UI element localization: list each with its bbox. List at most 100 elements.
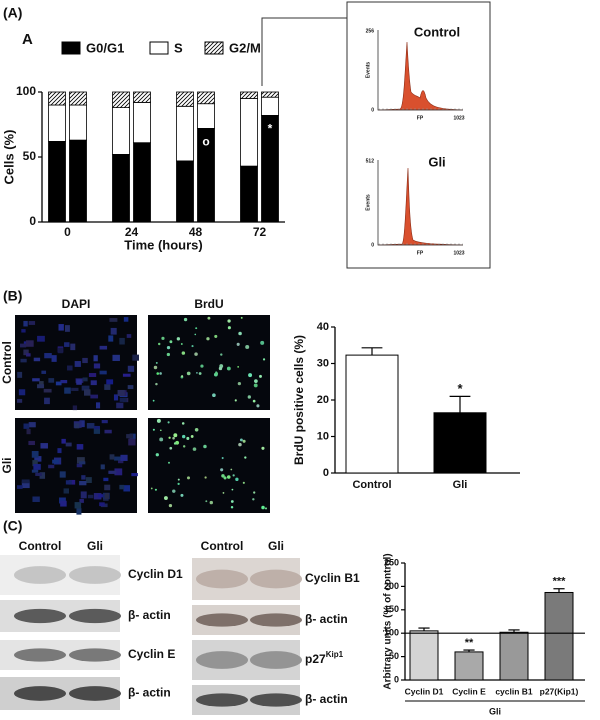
y-axis-label: Cells (%) <box>1 130 16 185</box>
nucleus <box>116 402 124 409</box>
nucleus <box>67 365 73 371</box>
brdu-spot <box>256 404 260 408</box>
y-tick-label: 100 <box>16 84 36 98</box>
nucleus <box>65 442 72 447</box>
nucleus <box>95 402 101 409</box>
brdu-spot <box>166 352 171 357</box>
blot-label-sup: Kip1 <box>326 650 344 659</box>
inset-xmax: 1023 <box>453 250 464 256</box>
inset-title: Control <box>414 24 460 39</box>
brdu-spot <box>222 492 225 494</box>
nucleus <box>104 429 112 434</box>
panel-label: (B) <box>3 288 22 304</box>
blot-band <box>196 651 248 669</box>
x-tick-label: 0 <box>64 225 71 239</box>
bar <box>544 591 574 681</box>
blot-column-label: Gli <box>87 539 103 553</box>
nucleus <box>114 456 122 461</box>
nucleus <box>76 444 84 450</box>
blot-band <box>196 693 248 707</box>
nucleus <box>100 464 105 470</box>
inset-xmax: 1023 <box>453 115 464 121</box>
brdu-spot <box>220 468 224 472</box>
brdu-spot <box>221 474 225 478</box>
brdu-spot <box>150 487 153 490</box>
nucleus <box>60 500 67 507</box>
brdu-spot <box>173 433 178 438</box>
y-axis-label: BrdU positive cells (%) <box>292 335 306 465</box>
blot-label: β- actin <box>305 612 348 626</box>
nucleus <box>118 459 124 464</box>
bar <box>345 354 399 474</box>
brdu-spot <box>212 393 216 398</box>
brdu-spot <box>195 327 198 330</box>
nucleus <box>64 342 70 347</box>
bar-segment <box>133 142 151 223</box>
nucleus <box>113 394 119 401</box>
nucleus <box>57 448 62 454</box>
brdu-spot <box>180 493 184 497</box>
inset-ymin: 0 <box>371 107 374 113</box>
nucleus <box>31 469 39 473</box>
nucleus <box>23 320 28 327</box>
blot-label: β- actin <box>128 608 171 622</box>
bar-segment <box>176 91 194 107</box>
blot-band <box>69 566 121 584</box>
blot-band <box>14 608 66 624</box>
y-tick-label: 100 <box>384 628 399 638</box>
brdu-spot <box>262 358 266 361</box>
histogram-axes <box>377 160 463 246</box>
nucleus <box>122 373 131 377</box>
brdu-spot <box>259 374 262 378</box>
nucleus <box>70 343 76 351</box>
brdu-spot <box>261 446 265 450</box>
nucleus <box>34 456 42 462</box>
brdu-spot <box>254 379 258 383</box>
nucleus <box>119 337 125 345</box>
blot-label-main: β- actin <box>128 686 171 700</box>
nucleus <box>104 484 111 491</box>
bar-segment <box>48 91 66 106</box>
nucleus <box>61 438 66 444</box>
brdu-spot <box>168 461 170 464</box>
bar-segment <box>69 91 87 106</box>
brdu-spot <box>226 475 231 479</box>
brdu-spot <box>227 319 231 323</box>
brdu-spot <box>169 446 173 450</box>
x-tick-label: 72 <box>253 225 267 239</box>
brdu-spot <box>239 438 243 442</box>
histogram <box>377 160 464 246</box>
nucleus <box>120 454 128 461</box>
brdu-spot <box>191 345 194 348</box>
y-tick-label: 30 <box>317 357 329 369</box>
brdu-spot <box>155 453 159 457</box>
nucleus <box>90 380 97 386</box>
blot-label-main: Cyclin E <box>128 647 175 661</box>
brdu-spot <box>173 442 177 445</box>
brdu-spot <box>167 421 170 424</box>
brdu-spot <box>177 478 180 481</box>
blot-band <box>69 648 121 662</box>
nucleus <box>119 484 125 490</box>
legend-label: G2/M <box>229 40 261 55</box>
y-tick-label: 200 <box>384 581 399 591</box>
brdu-spot <box>152 428 155 431</box>
nucleus <box>32 378 40 382</box>
x-axis-label: Time (hours) <box>124 237 203 252</box>
nucleus <box>101 420 108 424</box>
nucleus <box>52 459 59 464</box>
nucleus <box>72 405 78 411</box>
brdu-spot <box>230 500 234 503</box>
brdu-spot <box>180 343 183 345</box>
blot-label-main: β- actin <box>305 692 348 706</box>
brdu-spot <box>204 476 207 479</box>
brdu-spot <box>240 316 243 319</box>
nucleus <box>21 481 30 489</box>
bar-segment <box>112 91 130 108</box>
blot-band <box>69 608 121 624</box>
bar-segment <box>112 107 130 155</box>
nucleus <box>41 370 47 374</box>
brdu-spot <box>226 366 231 371</box>
blot-label: Cyclin B1 <box>305 571 360 585</box>
nucleus <box>37 335 45 342</box>
